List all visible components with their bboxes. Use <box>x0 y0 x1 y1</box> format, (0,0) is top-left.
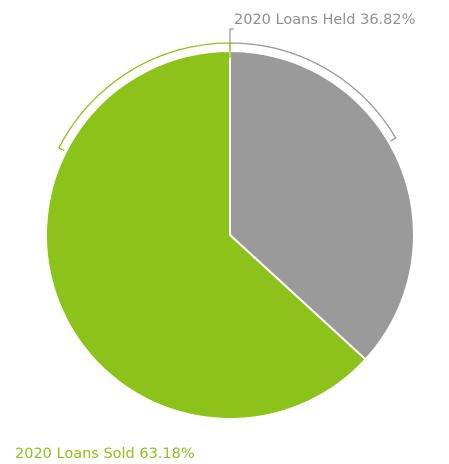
label-leaders <box>58 28 397 152</box>
slice-label-loans-held: 2020 Loans Held 36.82% <box>234 12 415 28</box>
slice-loans-held <box>229 49 415 361</box>
slice-loans-sold <box>45 49 367 420</box>
slice-loans-held-bracket <box>229 42 397 142</box>
slice-loans-held-leader-tick <box>229 28 234 43</box>
slice-loans-sold-bracket <box>58 42 231 152</box>
pie-slices <box>45 49 415 420</box>
slice-label-loans-sold: 2020 Loans Sold 63.18% <box>15 446 195 462</box>
slice-loans-sold-leader-tick <box>226 43 231 58</box>
